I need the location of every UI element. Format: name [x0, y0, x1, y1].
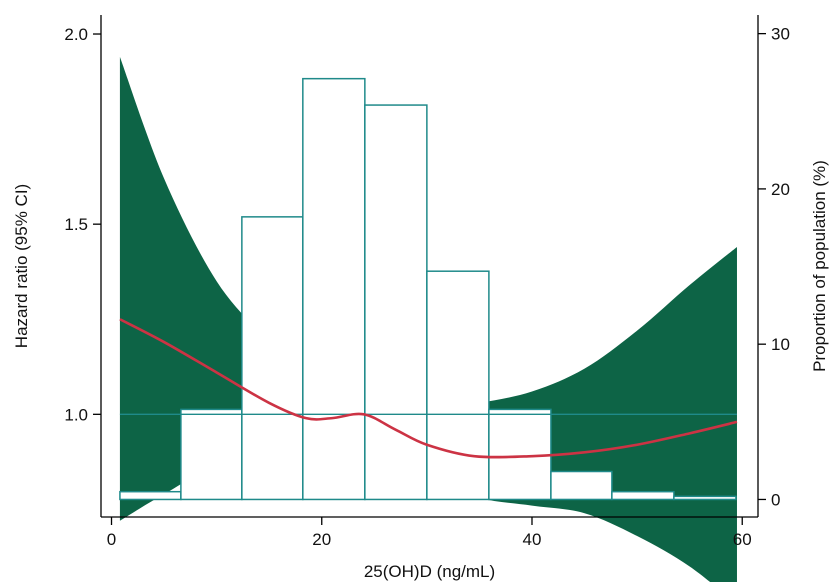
x-tick-label: 60	[733, 530, 752, 549]
x-axis-title: 25(OH)D (ng/mL)	[364, 562, 495, 581]
ticks: 0 20 40 60 1.0 1.5 2.0 0 10 20 30	[64, 25, 790, 549]
plot-area	[119, 56, 738, 582]
histogram-bar-10	[673, 495, 737, 501]
axes	[100, 15, 759, 518]
histogram-bar-1	[119, 490, 182, 501]
histogram-bar-3	[241, 216, 304, 501]
histogram-bar-8	[550, 470, 613, 501]
y2-tick-label: 10	[771, 335, 790, 354]
histogram-bar-6	[426, 270, 490, 501]
hazard-ratio-line	[119, 318, 738, 459]
histogram-bar-5	[364, 104, 428, 501]
y2-tick-label: 30	[771, 25, 790, 44]
x-tick-label: 40	[523, 530, 542, 549]
histogram-bar-7	[488, 408, 552, 501]
x-tick-label: 0	[107, 530, 116, 549]
x-tick-label: 20	[312, 530, 331, 549]
histogram-bar-2	[180, 408, 243, 501]
y2-axis-title: Proportion of population (%)	[810, 160, 829, 372]
y2-tick-label: 20	[771, 180, 790, 199]
y-tick-label: 2.0	[64, 25, 88, 44]
y-tick-label: 1.0	[64, 405, 88, 424]
y2-tick-label: 0	[771, 490, 780, 509]
histogram-bar-4	[302, 77, 366, 501]
histogram-bar-9	[611, 490, 675, 501]
y-tick-label: 1.5	[64, 215, 88, 234]
y-axis-title: Hazard ratio (95% CI)	[12, 184, 31, 348]
